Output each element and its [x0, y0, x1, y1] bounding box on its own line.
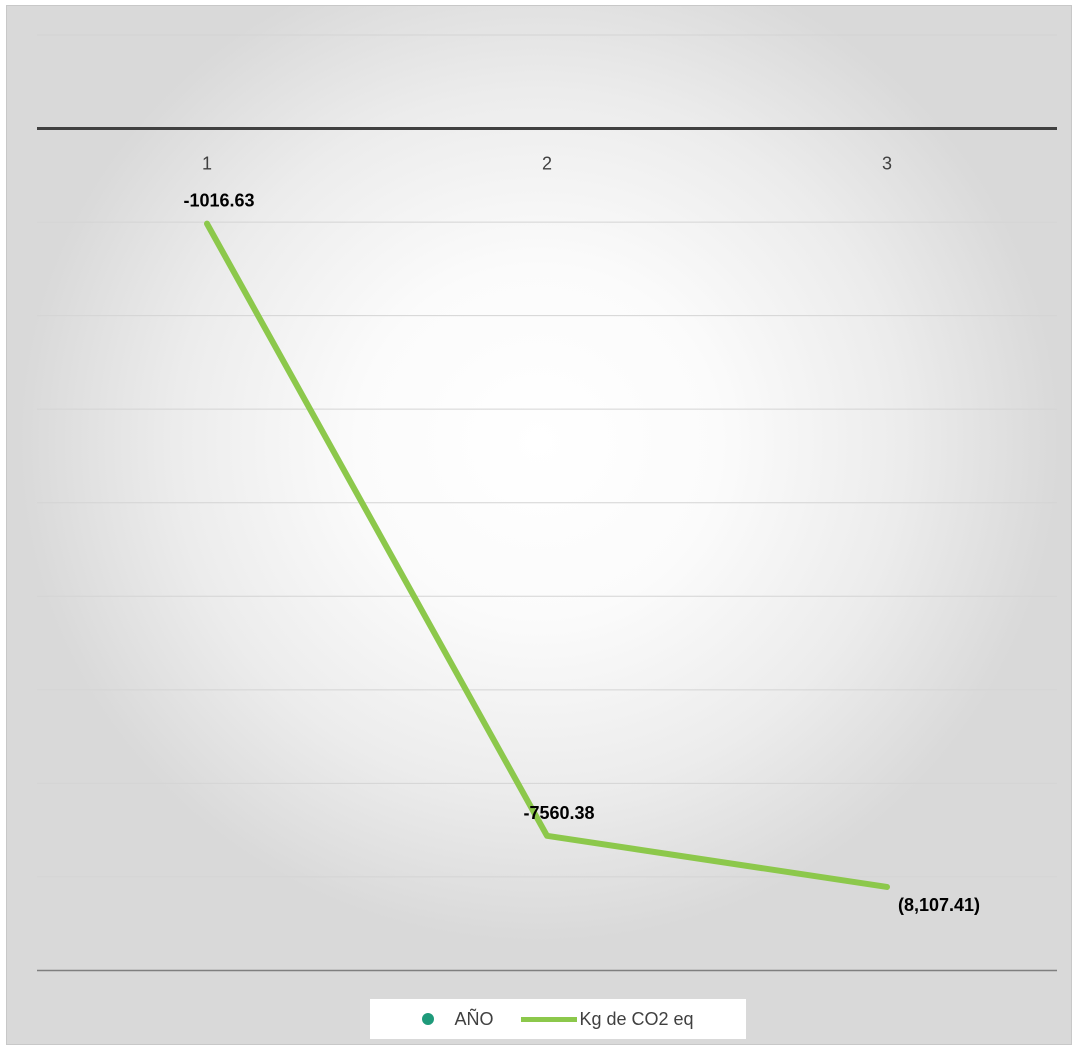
series-line-kg-co2 [204, 220, 890, 890]
x-axis: 1 2 3 [37, 127, 1057, 174]
legend: AÑO Kg de CO2 eq [370, 999, 746, 1039]
legend-label-ano: AÑO [454, 1008, 494, 1029]
x-tick-label: 2 [542, 154, 552, 174]
chart-frame: 123 202020212022 -1016.63-7560.38(8,107.… [6, 5, 1072, 1045]
legend-label-kg-co2: Kg de CO2 eq [579, 1008, 694, 1029]
x-tick-label: 3 [882, 154, 892, 174]
legend-marker-line [521, 1016, 578, 1022]
legend-entry-ano: AÑO [422, 1009, 493, 1030]
legend-entry-kg-co2: Kg de CO2 eq [521, 1008, 694, 1030]
data-labels: -1016.63 -7560.38 (8,107.41) [183, 191, 980, 915]
x-tick-label: 1 [202, 154, 212, 174]
series-kg-co2 [204, 220, 890, 890]
data-label-kg-co2: (8,107.41) [898, 895, 980, 915]
data-label-kg-co2: -7560.38 [523, 803, 594, 823]
chart-plot: 123 202020212022 -1016.63-7560.38(8,107.… [37, 34, 1057, 972]
legend-marker-dot [422, 1013, 435, 1025]
data-label-kg-co2: -1016.63 [183, 191, 254, 211]
